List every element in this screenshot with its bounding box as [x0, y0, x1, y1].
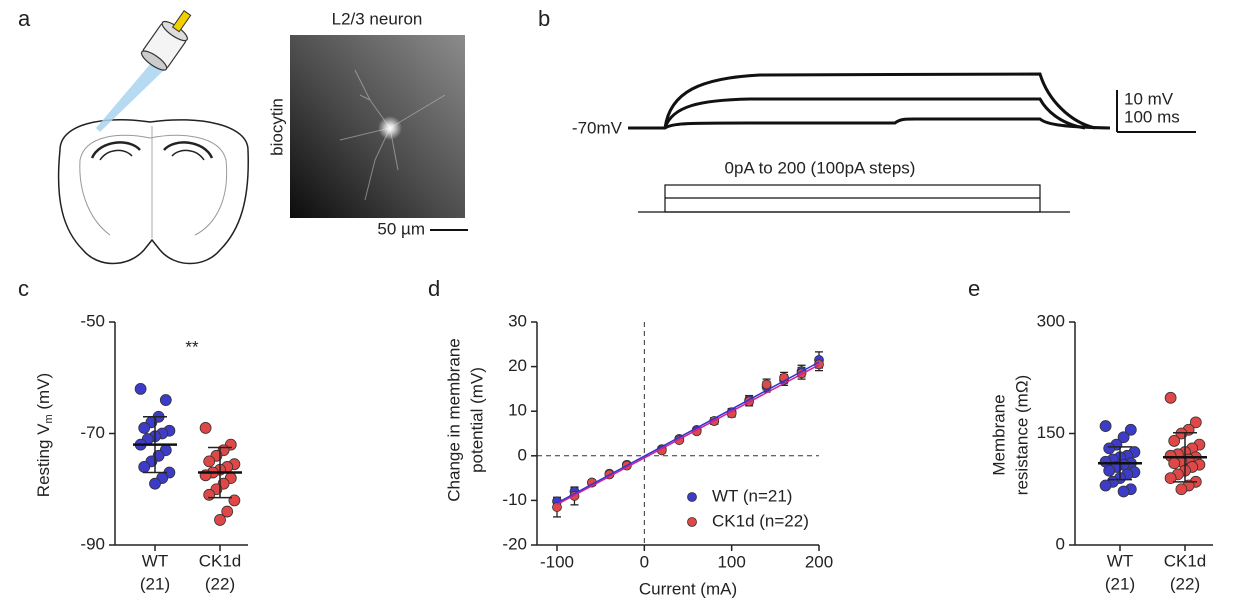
y-tick-label: -20	[502, 534, 527, 553]
panel-label: e	[968, 276, 980, 301]
dot	[203, 455, 216, 468]
dot	[1175, 483, 1188, 496]
dot	[761, 379, 772, 390]
voltage-traces	[628, 72, 1111, 130]
dot	[1117, 485, 1130, 498]
image-title: L2/3 neuron	[332, 9, 423, 28]
y-tick-label: 150	[1037, 423, 1065, 442]
legend-marker	[687, 492, 697, 502]
y-axis-label: potential (mV)	[467, 367, 486, 473]
y-tick-label: 30	[508, 311, 527, 330]
dot	[1189, 416, 1202, 429]
stimulus-label: 0pA to 200 (100pA steps)	[725, 158, 916, 177]
dot	[214, 514, 226, 526]
significance: **	[185, 337, 199, 356]
y-tick-label: -10	[502, 490, 527, 509]
n-label: (21)	[1105, 574, 1135, 593]
panel-label: d	[428, 276, 440, 301]
dot	[149, 477, 161, 490]
dot	[1117, 431, 1130, 444]
dot	[203, 488, 216, 501]
legend-label: CK1d (n=22)	[712, 511, 809, 530]
dot	[1103, 442, 1116, 455]
y-tick-label: 0	[1056, 534, 1065, 553]
dot	[1124, 423, 1137, 436]
panel-label: b	[538, 6, 550, 31]
n-label: (22)	[1170, 574, 1200, 593]
y-tick-label: 0	[518, 445, 527, 464]
x-tick-label: WT	[142, 551, 168, 570]
y-axis-label: Resting Vm (mV)	[34, 373, 54, 497]
y-tick-label: -70	[80, 423, 105, 442]
panel-label: a	[18, 6, 31, 31]
dot	[199, 422, 212, 434]
dot	[1168, 435, 1181, 447]
y-tick-label: -90	[80, 534, 105, 553]
scale-label: 10 mV	[1124, 89, 1174, 108]
x-tick-label: 200	[805, 552, 833, 571]
x-axis-label: Current (mA)	[639, 579, 737, 598]
y-axis-label-part: Resting V	[34, 423, 53, 497]
dot	[138, 461, 151, 473]
y-axis-label-part: (mV)	[34, 373, 53, 415]
legend-label: WT (n=21)	[712, 486, 792, 505]
y-axis-label: resistance (mΩ)	[1012, 375, 1031, 495]
scale-label: 100 ms	[1124, 107, 1180, 126]
dot	[1164, 391, 1177, 404]
image-label: biocytin	[267, 98, 286, 156]
y-tick-label: -50	[80, 311, 105, 330]
dot	[221, 505, 234, 518]
dot	[159, 394, 172, 406]
dot	[1168, 457, 1181, 470]
dot	[138, 422, 151, 434]
dot	[1099, 420, 1112, 432]
legend-marker	[687, 517, 697, 527]
neuron-image	[290, 35, 465, 218]
baseline-label: -70mV	[572, 118, 623, 137]
x-tick-label: 100	[717, 552, 745, 571]
y-axis-label-sub: m	[43, 414, 55, 423]
dot	[134, 382, 147, 395]
dot	[1164, 472, 1177, 485]
stimulus-protocol	[638, 184, 1070, 213]
y-tick-label: 10	[508, 401, 527, 420]
fit-line	[556, 364, 820, 506]
scale-bar-label: 50 µm	[377, 219, 425, 238]
y-tick-label: 300	[1037, 311, 1065, 330]
x-tick-label: WT	[1107, 551, 1133, 570]
dot	[1103, 464, 1116, 477]
dot	[1099, 479, 1112, 492]
fit-line	[556, 361, 820, 504]
x-tick-label: -100	[540, 552, 574, 571]
dot	[228, 494, 241, 507]
panel-label: c	[18, 276, 29, 301]
x-tick-label: CK1d	[199, 551, 242, 570]
y-axis-label: Change in membrane	[444, 338, 463, 501]
n-label: (21)	[140, 574, 170, 593]
x-tick-label: CK1d	[1164, 551, 1207, 570]
y-tick-label: 20	[508, 356, 527, 375]
y-axis-label: Membrane	[989, 394, 1008, 475]
x-tick-label: 0	[640, 552, 649, 571]
n-label: (22)	[205, 574, 235, 593]
brain-illustration	[57, 10, 249, 265]
